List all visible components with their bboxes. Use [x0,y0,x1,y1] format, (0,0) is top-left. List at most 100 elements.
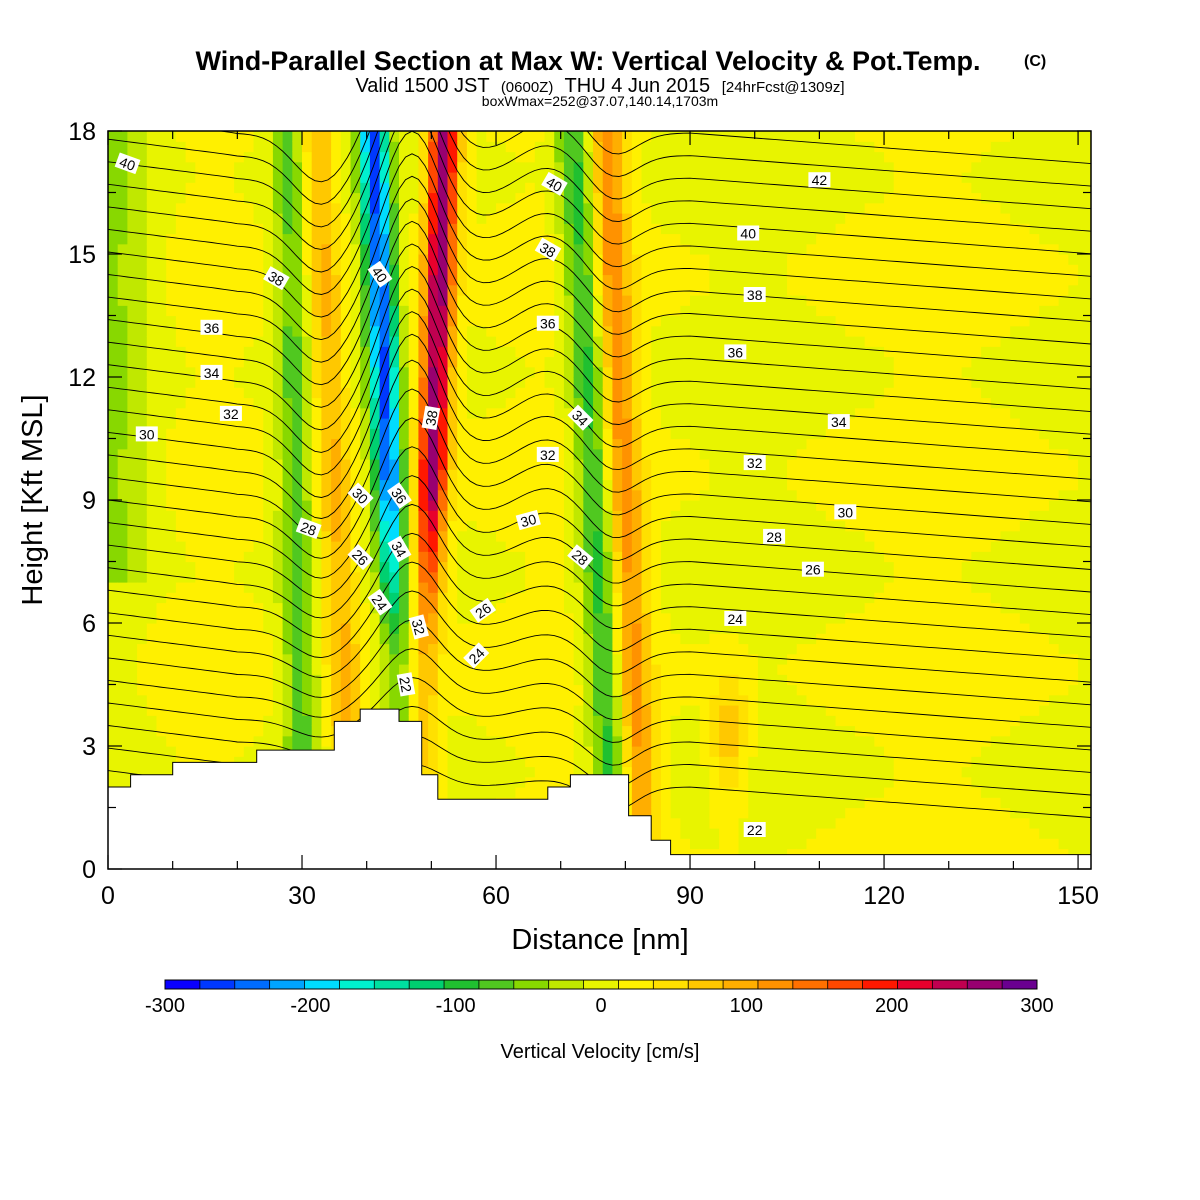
w-cell [660,325,672,337]
w-cell [272,397,284,409]
w-cell [466,274,478,286]
w-cell [515,438,526,450]
w-cell [680,838,691,850]
plot-area: 4038363432302830262436343222403840383634… [108,131,1091,869]
w-cell [156,448,167,460]
w-cell [554,172,565,183]
w-cell [563,510,575,522]
w-cell [302,674,313,686]
w-cell [418,366,429,378]
w-cell [680,366,691,378]
w-cell [360,172,371,183]
w-cell [137,551,148,563]
w-cell [369,582,381,593]
w-cell [593,438,604,450]
w-cell [515,766,526,778]
w-cell [418,346,429,358]
w-cell [573,161,584,173]
w-cell [525,715,536,727]
w-cell [496,254,507,265]
w-cell [515,243,526,255]
w-cell [515,715,526,727]
w-cell [175,151,187,163]
w-cell [612,131,623,142]
w-cell [253,653,264,665]
w-cell [408,305,420,317]
w-cell [738,561,749,573]
w-cell [622,530,633,542]
w-cell [166,336,177,347]
w-cell [175,746,187,757]
w-cell [117,233,128,245]
w-cell [253,592,264,604]
w-cell [670,377,681,388]
w-cell [360,643,371,655]
w-cell [408,715,420,727]
w-cell [166,612,177,624]
w-cell [117,592,128,604]
w-cell [108,633,119,645]
w-cell [331,161,342,173]
w-cell [728,807,740,819]
w-cell [302,612,313,624]
w-cell [331,356,342,368]
w-cell [554,233,565,245]
w-cell [476,592,487,604]
w-cell [757,161,769,173]
w-cell [195,182,206,194]
w-cell [612,715,623,727]
w-cell [554,407,565,419]
w-cell [117,254,128,265]
w-cell [505,592,517,604]
w-cell [108,571,119,583]
w-cell [622,346,633,358]
w-cell [408,233,420,245]
w-cell [418,643,429,655]
w-cell [612,192,623,204]
w-cell [156,489,167,501]
w-cell [525,131,536,142]
w-cell [563,694,575,706]
w-cell [418,223,429,235]
w-cell [699,592,711,604]
w-cell [272,725,284,737]
w-cell [117,500,128,511]
w-cell [389,356,400,368]
w-cell [660,274,672,286]
w-cell [224,213,235,224]
w-cell [408,366,420,378]
w-cell [757,541,769,552]
w-cell [399,223,410,235]
w-cell [146,653,158,665]
w-cell [767,407,778,419]
w-cell [641,684,652,696]
w-cell [563,284,575,296]
w-cell [612,325,623,337]
w-cell [389,643,400,655]
w-cell [379,530,390,542]
w-cell [719,582,730,593]
w-cell [670,623,681,634]
w-cell [728,643,740,655]
w-cell [166,633,177,645]
w-cell [486,325,497,337]
w-cell [127,397,138,409]
w-cell [680,325,691,337]
w-cell [253,705,264,716]
w-cell [156,295,167,306]
w-cell [757,151,769,163]
w-cell [272,325,284,337]
w-cell [496,520,507,532]
w-cell [476,438,487,450]
w-cell [719,551,730,563]
w-cell [272,643,284,655]
w-cell [243,530,255,542]
w-cell [767,664,778,675]
w-cell [292,407,303,419]
w-cell [214,428,226,440]
w-cell [728,418,740,429]
w-cell [350,284,361,296]
w-cell [602,387,614,399]
w-cell [563,602,575,614]
w-cell [583,151,594,163]
